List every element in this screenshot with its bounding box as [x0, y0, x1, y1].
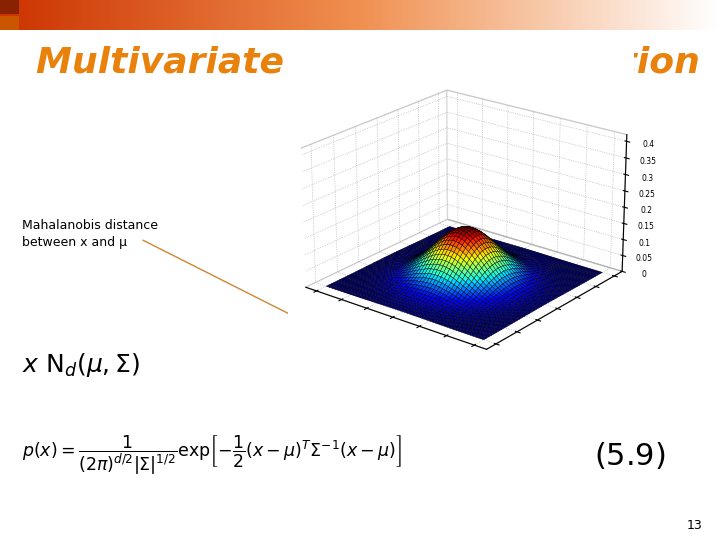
Text: Mahalanobis distance
between x and μ: Mahalanobis distance between x and μ	[22, 219, 158, 248]
Text: $(5.9)$: $(5.9)$	[594, 441, 666, 471]
Text: $x\,\widetilde{}\,\mathrm{N}_{d}(\mu,\Sigma)$: $x\,\widetilde{}\,\mathrm{N}_{d}(\mu,\Si…	[22, 351, 140, 379]
Text: Multivariate Normal Distribution: Multivariate Normal Distribution	[36, 45, 700, 79]
Bar	[0, 16, 19, 30]
Text: $p(x)=\dfrac{1}{(2\pi)^{d/2}|\Sigma|^{1/2}}\exp\!\left[-\dfrac{1}{2}(x-\mu)^{T}\: $p(x)=\dfrac{1}{(2\pi)^{d/2}|\Sigma|^{1/…	[22, 433, 402, 477]
Bar	[0, 0, 19, 14]
Text: 13: 13	[687, 519, 703, 532]
